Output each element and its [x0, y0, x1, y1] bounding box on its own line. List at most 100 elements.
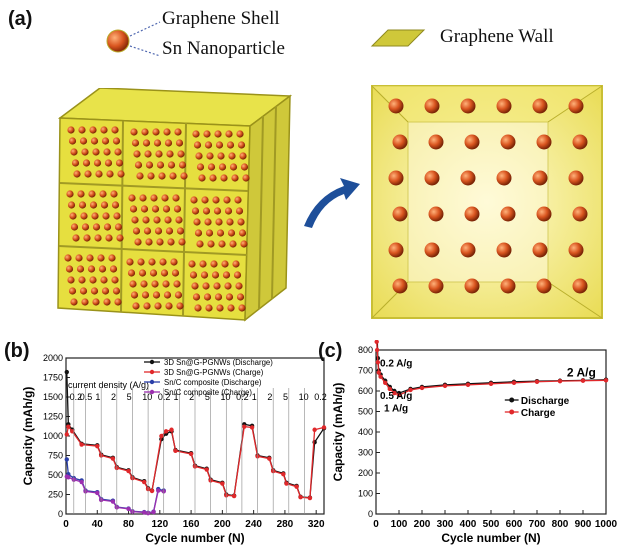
- sn-nanoparticle-sphere: [500, 278, 516, 294]
- sn-nanoparticle-sphere: [169, 172, 177, 180]
- sn-nanoparticle-sphere: [177, 150, 185, 158]
- sn-nanoparticle-sphere: [236, 293, 245, 301]
- sn-nanoparticle-sphere: [232, 260, 240, 268]
- sn-nanoparticle-sphere: [216, 229, 225, 237]
- sn-nanoparticle-sphere: [193, 141, 202, 149]
- rate-annotation: 0.2 A/g: [380, 358, 412, 369]
- sn-nanoparticle-sphere: [112, 137, 121, 145]
- sn-nanoparticle-sphere: [70, 223, 79, 231]
- data-point: [580, 378, 586, 383]
- sn-nanoparticle-sphere: [114, 298, 122, 306]
- x-tick-label: 120: [151, 519, 168, 530]
- sn-nanoparticle-sphere: [236, 130, 244, 138]
- sn-nanoparticle-sphere: [70, 148, 78, 156]
- data-point: [392, 390, 397, 396]
- sn-nanoparticle-sphere: [428, 278, 444, 294]
- sn-nanoparticle-sphere: [572, 278, 588, 294]
- data-point: [126, 506, 131, 512]
- sn-nanoparticle-sphere: [242, 174, 250, 182]
- sn-nanoparticle-sphere: [151, 205, 160, 213]
- sn-nanoparticle-sphere: [114, 223, 123, 231]
- sn-nanoparticle-sphere: [66, 190, 74, 198]
- data-point: [488, 381, 494, 387]
- sn-nanoparticle-sphere: [110, 190, 118, 198]
- rate-label: 1: [95, 392, 100, 402]
- data-point: [79, 479, 84, 485]
- sn-nanoparticle-sphere: [215, 141, 224, 149]
- sn-nanoparticle-sphere: [221, 260, 229, 268]
- sn-nanoparticle-sphere: [196, 163, 205, 171]
- panel-c-label: (c): [318, 340, 343, 362]
- sn-nanoparticle-sphere: [170, 258, 178, 266]
- sn-nanoparticle-sphere: [73, 170, 81, 178]
- rate-label: 1: [252, 392, 257, 402]
- sn-nanoparticle-sphere: [189, 271, 198, 279]
- sn-nanoparticle-sphere: [167, 161, 176, 169]
- sn-nanoparticle-sphere: [78, 201, 87, 209]
- sn-nanoparticle-sphere: [131, 216, 139, 224]
- sn-nanoparticle-sphere: [152, 128, 160, 136]
- sn-nanoparticle-sphere: [233, 271, 242, 279]
- data-point: [321, 425, 327, 430]
- rate-label: 0.2: [236, 392, 249, 402]
- sn-nanoparticle-sphere: [213, 207, 222, 215]
- sn-nanoparticle-sphere: [80, 212, 88, 220]
- data-point: [204, 467, 209, 472]
- sn-nanoparticle-sphere: [164, 216, 172, 224]
- x-tick-label: 1000: [595, 519, 618, 530]
- sn-nanoparticle-sphere: [159, 258, 167, 266]
- sn-nanoparticle-sphere: [214, 293, 223, 301]
- sn-nanoparticle-sphere: [204, 141, 213, 149]
- sn-nanoparticle-sphere: [84, 170, 92, 178]
- data-point: [126, 468, 131, 474]
- sn-nanoparticle-sphere: [218, 240, 226, 248]
- sn-nanoparticle-sphere: [191, 207, 200, 215]
- x-axis-label: Cycle number (N): [441, 531, 540, 545]
- sn-nanoparticle-sphere: [115, 159, 124, 167]
- sn-nanoparticle-sphere: [92, 148, 100, 156]
- sn-nanoparticle-sphere: [231, 174, 239, 182]
- sn-nanoparticle-sphere: [136, 172, 144, 180]
- rate-label: 2: [111, 392, 116, 402]
- data-point: [375, 360, 381, 365]
- sn-nanoparticle-sphere: [137, 258, 145, 266]
- sn-nanoparticle-sphere: [199, 260, 207, 268]
- sn-nanoparticle-sphere: [88, 190, 96, 198]
- sn-nanoparticle-sphere: [237, 141, 246, 149]
- data-point: [312, 427, 317, 432]
- data-point: [557, 378, 563, 384]
- sn-nanoparticle-sphere: [424, 170, 440, 186]
- sn-nanoparticle-sphere: [101, 137, 110, 145]
- sn-nanoparticle-sphere: [68, 137, 77, 145]
- sn-nanoparticle-sphere: [214, 130, 222, 138]
- sn-nanoparticle-sphere: [150, 194, 158, 202]
- sn-nanoparticle-sphere: [203, 293, 212, 301]
- x-tick-label: 320: [308, 519, 325, 530]
- sn-nanoparticle-sphere: [75, 254, 83, 262]
- y-tick-label: 400: [358, 427, 373, 437]
- sn-nanoparticle-sphere: [71, 159, 80, 167]
- y-tick-label: 300: [358, 448, 373, 458]
- sn-nanoparticle-sphere: [98, 265, 107, 273]
- sn-nanoparticle-sphere: [79, 287, 88, 295]
- data-point: [95, 490, 100, 496]
- sn-nanoparticle-sphere: [198, 174, 206, 182]
- rate-label: 0.2: [314, 392, 327, 402]
- sn-nanoparticle-sphere: [235, 207, 244, 215]
- sn-nanoparticle-sphere: [238, 304, 246, 312]
- sn-nanoparticle-sphere: [388, 242, 404, 258]
- sn-nanoparticle-sphere: [224, 282, 232, 290]
- data-point: [442, 383, 448, 389]
- data-point: [110, 456, 116, 461]
- sn-nanoparticle-sphere: [162, 280, 170, 288]
- sn-nanoparticle-sphere: [178, 238, 186, 246]
- sn-nanoparticle-sphere: [224, 207, 233, 215]
- rate-label: 0.2: [158, 392, 171, 402]
- zoom-arrow-icon: [304, 178, 360, 228]
- data-point: [294, 484, 299, 489]
- sn-nanoparticle-sphere: [156, 238, 164, 246]
- data-point: [374, 340, 379, 344]
- sn-nanoparticle-sphere: [174, 291, 183, 299]
- sn-nanoparticle-sphere: [162, 205, 171, 213]
- sn-nanoparticle-sphere: [220, 174, 228, 182]
